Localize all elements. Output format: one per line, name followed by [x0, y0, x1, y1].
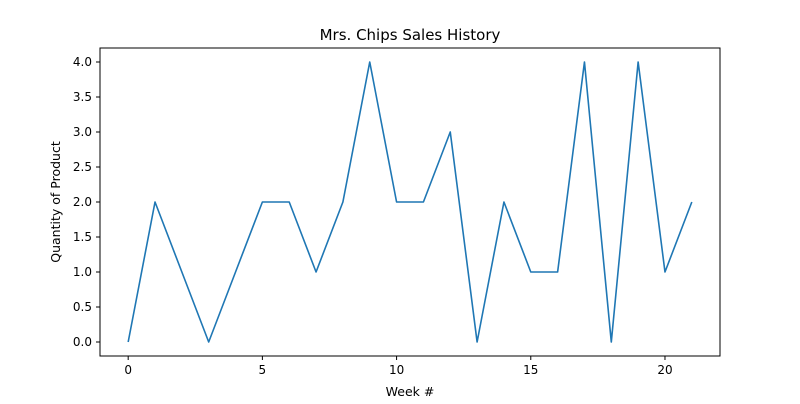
y-tick-label: 0.5 [73, 300, 92, 314]
plot-area [127, 61, 693, 343]
y-tick-label: 3.5 [73, 90, 92, 104]
chart-title: Mrs. Chips Sales History [320, 26, 501, 44]
x-tick-label: 10 [389, 363, 404, 377]
y-tick-label: 2.0 [73, 195, 92, 209]
y-tick-label: 0.0 [73, 335, 92, 349]
y-tick-label: 1.5 [73, 230, 92, 244]
x-tick-label: 20 [657, 363, 672, 377]
axes-ticks: 0 5 10 15 20 0.0 0.5 1.0 1.5 2.0 2.5 3.0 3.5 4.0 [73, 55, 673, 377]
y-tick-label: 1.0 [73, 265, 92, 279]
x-tick-label: 15 [523, 363, 538, 377]
y-tick-label: 3.0 [73, 125, 92, 139]
series-line [127, 61, 693, 343]
x-tick-label: 5 [259, 363, 267, 377]
x-tick-label: 0 [124, 363, 132, 377]
y-tick-label: 4.0 [73, 55, 92, 69]
y-tick-label: 2.5 [73, 160, 92, 174]
y-axis-label: Quantity of Product [48, 141, 63, 263]
x-axis-label: Week # [386, 384, 435, 399]
